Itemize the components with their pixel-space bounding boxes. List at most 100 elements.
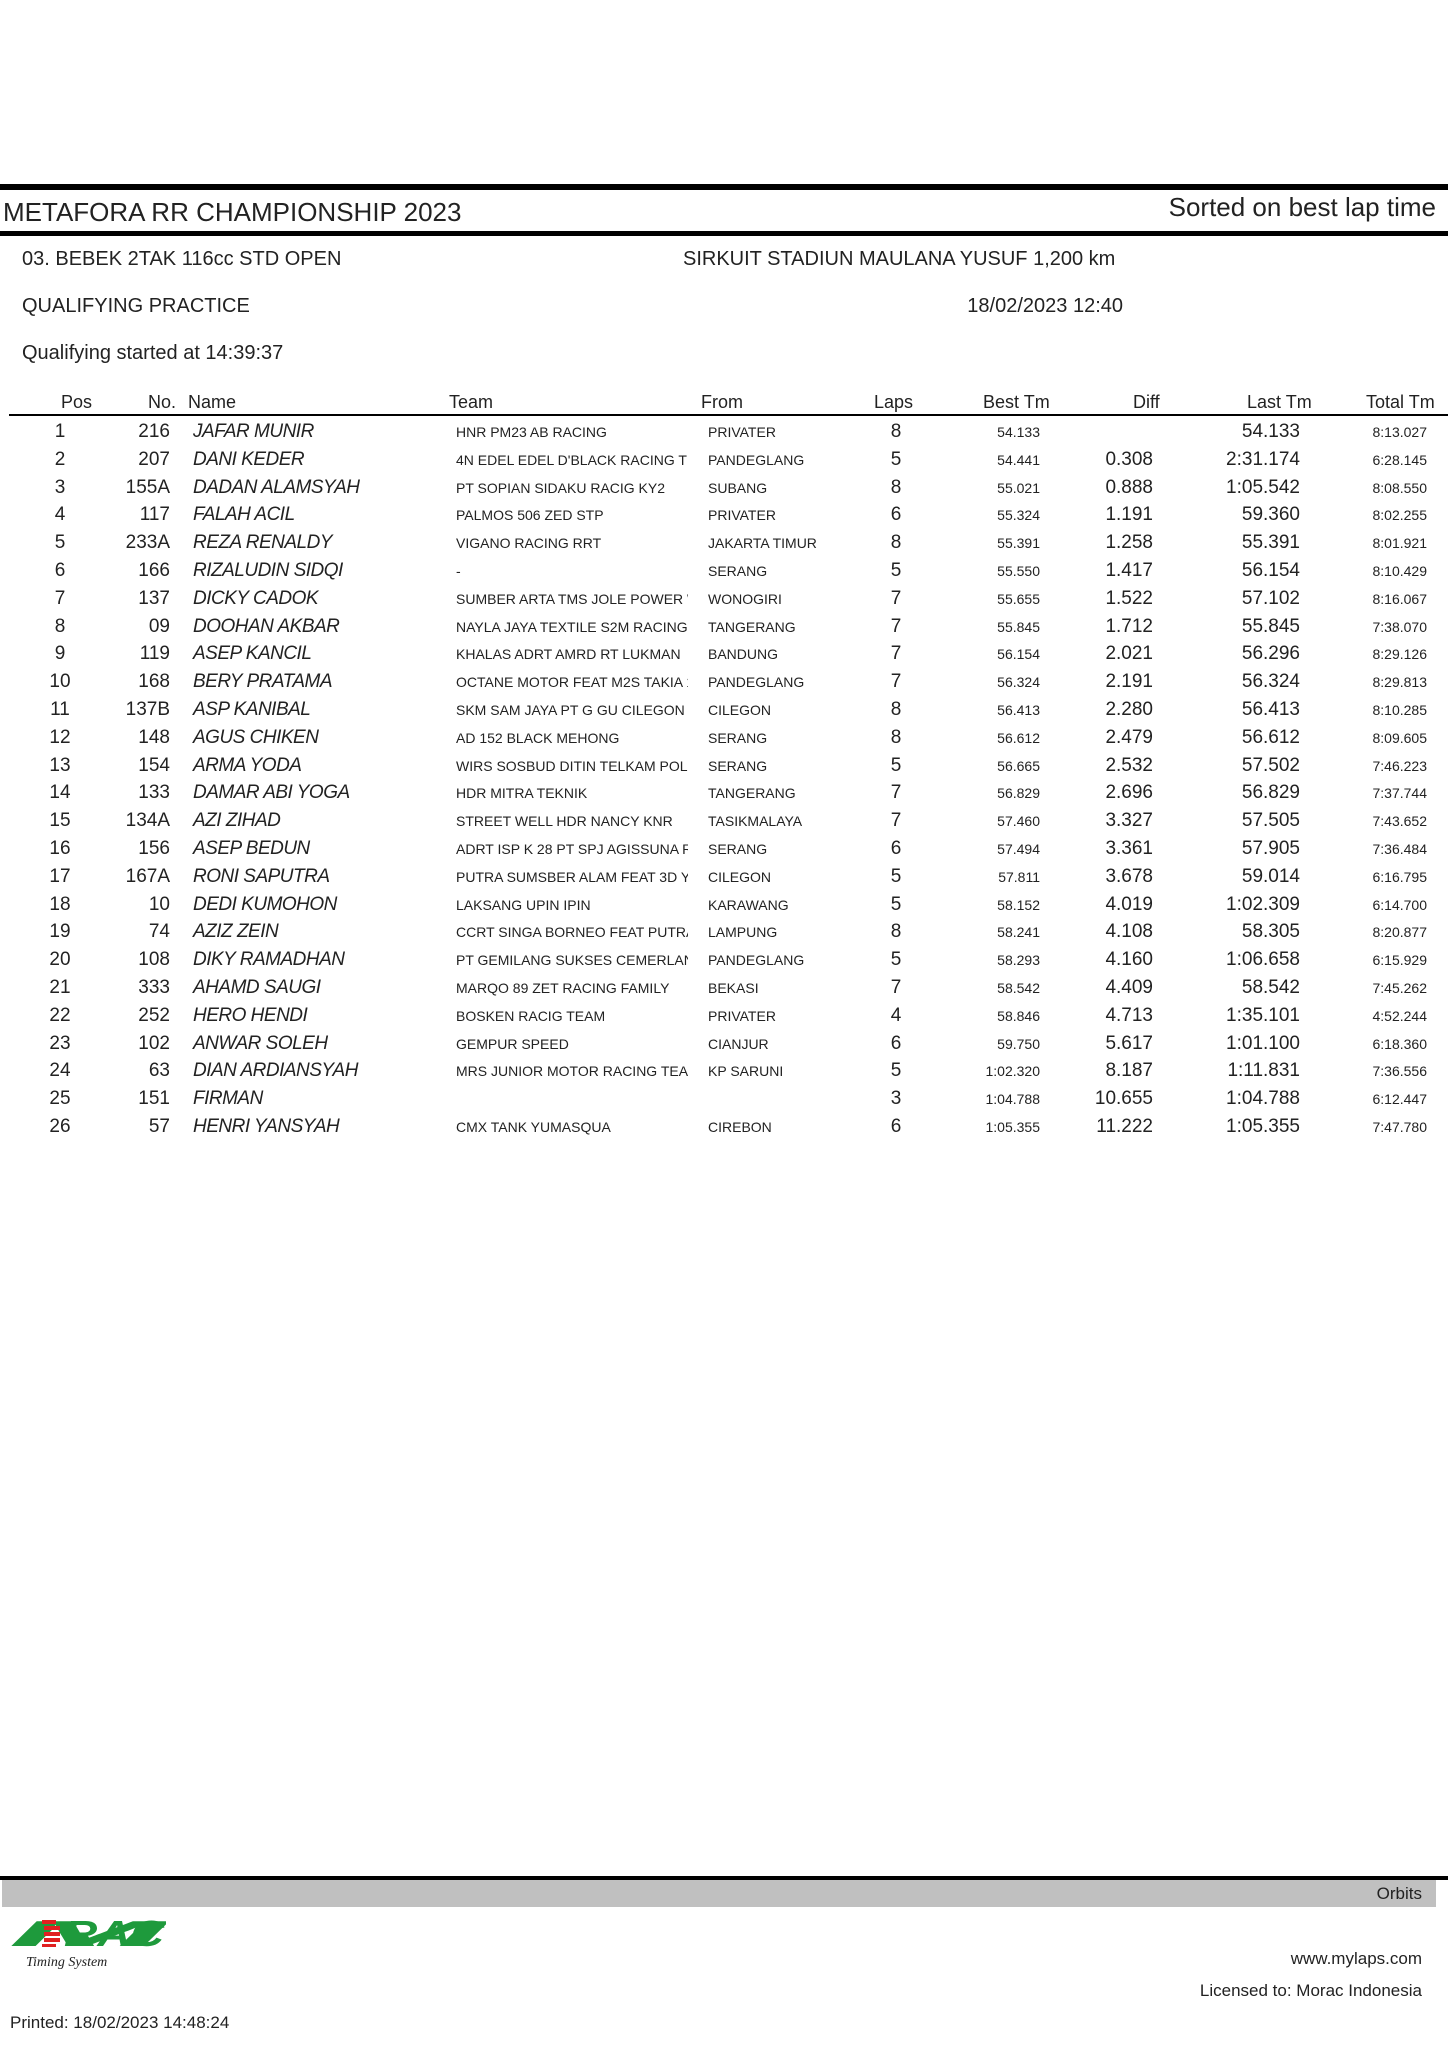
table-row: 19 74 AZIZ ZEIN CCRT SINGA BORNEO FEAT PUTR… xyxy=(0,918,1448,946)
cell-pos: 8 xyxy=(54,615,66,637)
cell-no: 156 xyxy=(138,838,170,859)
cell-team: CCRT SINGA BORNEO FEAT PUTRA xyxy=(456,924,688,941)
cell-diff: 4.160 xyxy=(1105,949,1153,971)
cell-laps: 8 xyxy=(890,421,902,442)
cell-best: 54.133 xyxy=(997,424,1040,440)
col-laps: Laps xyxy=(874,392,914,412)
cell-no: 102 xyxy=(138,1032,170,1054)
cell-best: 1:04.788 xyxy=(985,1091,1041,1108)
cell-name: FIRMAN xyxy=(193,1088,263,1110)
cell-diff: 0.888 xyxy=(1105,476,1153,498)
cell-best: 55.391 xyxy=(997,535,1040,552)
cell-from: TANGERANG xyxy=(708,618,796,635)
cell-team: SUMBER ARTA TMS JOLE POWER W xyxy=(456,590,688,607)
cell-from: PANDEGLANG xyxy=(708,451,805,468)
cell-pos: 4 xyxy=(54,504,66,526)
cell-name: DIKY RAMADHAN xyxy=(193,949,345,971)
cell-name: BERY PRATAMA xyxy=(193,671,333,693)
cell-diff: 1.191 xyxy=(1105,504,1153,526)
col-no: No. xyxy=(147,392,176,412)
cell-name: ANWAR SOLEH xyxy=(193,1032,328,1054)
cell-best: 58.293 xyxy=(997,952,1040,969)
cell-laps: 7 xyxy=(890,587,902,609)
cell-no: 09 xyxy=(148,615,170,637)
cell-diff: 5.617 xyxy=(1105,1032,1153,1054)
table-row: 12 148 AGUS CHIKEN AD 152 BLACK MEHONG SERAN… xyxy=(0,724,1448,752)
cell-no: 155A xyxy=(125,476,170,498)
cell-name: AHAMD SAUGI xyxy=(193,977,321,998)
morac-logo: M RAC Timing System xyxy=(6,1912,171,1972)
table-row: 26 57 HENRI YANSYAH CMX TANK YUMASQUA CIREBO… xyxy=(0,1113,1448,1141)
cell-name: ASEP KANCIL xyxy=(193,643,312,665)
cell-total: 6:18.360 xyxy=(1372,1035,1428,1052)
cell-laps: 7 xyxy=(890,977,902,998)
circuit: SIRKUIT STADIUN MAULANA YUSUF 1,200 km xyxy=(683,248,1116,270)
cell-total: 7:36.556 xyxy=(1372,1063,1428,1080)
cell-total: 7:38.070 xyxy=(1372,618,1428,635)
cell-last: 57.102 xyxy=(1241,587,1300,609)
cell-team: PT GEMILANG SUKSES CEMERLANG xyxy=(456,952,688,969)
cell-diff: 4.409 xyxy=(1105,977,1153,998)
col-diff: Diff xyxy=(1133,392,1160,412)
cell-last: 56.154 xyxy=(1241,560,1300,581)
cell-diff: 2.532 xyxy=(1105,754,1153,776)
cell-last: 2:31.174 xyxy=(1226,448,1300,470)
cell-total: 8:01.921 xyxy=(1372,535,1428,552)
cell-laps: 6 xyxy=(890,1032,902,1054)
cell-total: 8:02.255 xyxy=(1372,507,1428,524)
cell-pos: 19 xyxy=(49,921,71,943)
cell-total: 7:37.744 xyxy=(1372,785,1428,802)
cell-name: DADAN ALAMSYAH xyxy=(193,476,360,498)
cell-name: RONI SAPUTRA xyxy=(193,865,330,887)
cell-diff: 11.222 xyxy=(1096,1116,1153,1137)
cell-team: PT SOPIAN SIDAKU RACIG KY2 xyxy=(456,479,666,496)
website[interactable]: www.mylaps.com xyxy=(1290,1949,1422,1968)
table-row: 24 63 DIAN ARDIANSYAH MRS JUNIOR MOTOR RACI… xyxy=(0,1057,1448,1085)
cell-name: FALAH ACIL xyxy=(193,504,295,526)
cell-from: KARAWANG xyxy=(708,896,789,913)
table-row: 20 108 DIKY RAMADHAN PT GEMILANG SUKSES CEM… xyxy=(0,946,1448,974)
cell-last: 1:02.309 xyxy=(1226,893,1300,915)
cell-from: CILEGON xyxy=(708,702,772,718)
cell-best: 56.324 xyxy=(997,674,1040,691)
cell-diff: 4.108 xyxy=(1105,921,1153,943)
cell-no: 148 xyxy=(138,726,170,748)
cell-best: 58.241 xyxy=(997,924,1040,941)
cell-last: 1:35.101 xyxy=(1226,1004,1300,1026)
cell-pos: 25 xyxy=(49,1088,71,1110)
col-total: Total Tm xyxy=(1366,392,1435,412)
cell-last: 59.014 xyxy=(1241,865,1300,887)
cell-total: 8:13.027 xyxy=(1372,424,1428,440)
cell-from: SERANG xyxy=(708,757,768,774)
cell-name: AGUS CHIKEN xyxy=(193,726,319,748)
cell-no: 252 xyxy=(138,1004,170,1026)
table-row: 18 10 DEDI KUMOHON LAKSANG UPIN IPIN KARAWAN… xyxy=(0,891,1448,919)
cell-total: 8:09.605 xyxy=(1372,729,1428,746)
cell-total: 6:16.795 xyxy=(1372,868,1428,885)
table-row: 8 09 DOOHAN AKBAR NAYLA JAYA TEXTILE S2M RA… xyxy=(0,613,1448,641)
cell-no: 168 xyxy=(138,671,170,693)
cell-laps: 5 xyxy=(890,448,902,470)
col-from: From xyxy=(701,392,743,412)
cell-from: LAMPUNG xyxy=(708,924,778,941)
cell-laps: 8 xyxy=(890,921,902,943)
cell-from: BEKASI xyxy=(708,980,759,996)
printed-timestamp: Printed: 18/02/2023 14:48:24 xyxy=(10,2013,230,2032)
cell-diff: 8.187 xyxy=(1105,1060,1153,1082)
cell-no: 10 xyxy=(148,893,170,915)
cell-name: RIZALUDIN SIDQI xyxy=(193,560,343,581)
cell-team: HNR PM23 AB RACING xyxy=(456,424,607,440)
cell-last: 56.612 xyxy=(1241,726,1300,748)
cell-name: DAMAR ABI YOGA xyxy=(193,782,350,804)
cell-from: PANDEGLANG xyxy=(708,952,805,969)
cell-total: 8:20.877 xyxy=(1372,924,1428,941)
cell-total: 7:36.484 xyxy=(1372,841,1428,857)
orbits-label: Orbits xyxy=(1376,1884,1422,1903)
title-rule xyxy=(0,231,1448,236)
cell-laps: 5 xyxy=(890,1060,902,1082)
table-row: 14 133 DAMAR ABI YOGA HDR MITRA TEKNIK TANGE… xyxy=(0,779,1448,807)
cell-last: 57.905 xyxy=(1241,838,1300,859)
cell-pos: 11 xyxy=(50,699,70,720)
cell-last: 1:04.788 xyxy=(1226,1088,1300,1110)
cell-diff: 1.417 xyxy=(1105,560,1153,581)
